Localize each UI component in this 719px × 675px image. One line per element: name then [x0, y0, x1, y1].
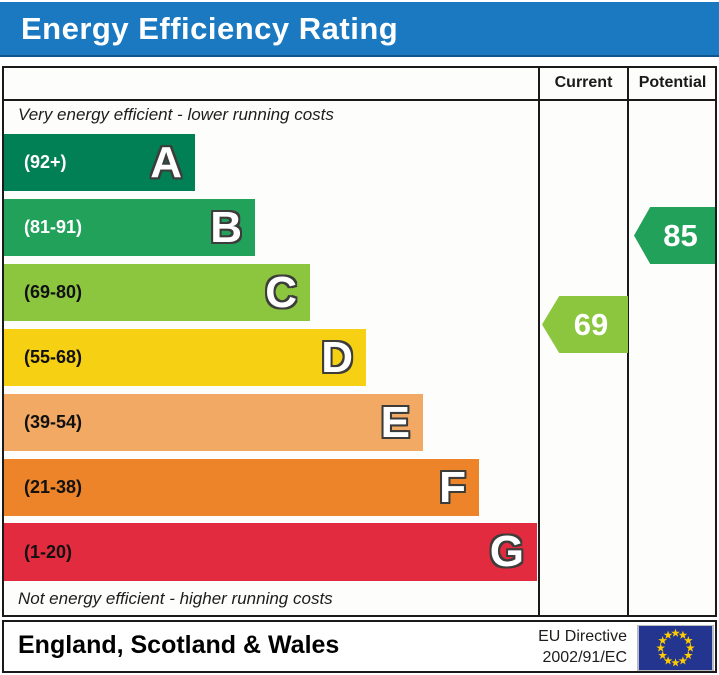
page-title: Energy Efficiency Rating	[21, 11, 399, 46]
region-label: England, Scotland & Wales	[18, 631, 340, 659]
band-b-letter: B	[210, 202, 242, 252]
current-rating-value: 69	[573, 306, 609, 342]
current-rating-arrow: 69	[542, 296, 628, 353]
band-g-range: (1-20)	[24, 541, 73, 562]
band-b: (81-91) B	[4, 199, 255, 256]
potential-column-header: Potential	[638, 74, 707, 91]
top-note: Very energy efficient - lower running co…	[18, 105, 334, 124]
band-e: (39-54) E	[4, 394, 423, 451]
band-e-range: (39-54)	[24, 412, 83, 432]
band-g: (1-20) G	[4, 523, 537, 581]
potential-rating-arrow: 85	[634, 207, 715, 264]
current-column-divider	[538, 68, 540, 615]
title-bar: Energy Efficiency Rating	[0, 2, 719, 57]
band-a-range: (92+)	[24, 152, 67, 172]
band-d: (55-68) D	[4, 329, 366, 386]
eu-flag-icon	[637, 625, 714, 671]
band-d-range: (55-68)	[24, 347, 83, 367]
band-f-letter: F	[439, 462, 466, 512]
bottom-note: Not energy efficient - higher running co…	[18, 589, 333, 608]
band-e-letter: E	[380, 397, 410, 447]
header-row-divider	[4, 99, 715, 101]
band-a: (92+) A	[4, 134, 195, 191]
band-f-range: (21-38)	[24, 477, 83, 497]
band-c-letter: C	[265, 267, 297, 317]
band-f: (21-38) F	[4, 459, 479, 516]
band-a-letter: A	[150, 137, 182, 187]
band-c: (69-80) C	[4, 264, 310, 321]
band-c-range: (69-80)	[24, 282, 83, 302]
potential-rating-value: 85	[663, 217, 698, 253]
footer: England, Scotland & Wales EU Directive 2…	[2, 620, 717, 673]
eu-directive-label: EU Directive 2002/91/EC	[538, 628, 627, 666]
band-g-letter: G	[489, 527, 524, 576]
current-column-header: Current	[554, 74, 613, 91]
potential-column-divider	[627, 68, 629, 615]
band-d-letter: D	[321, 332, 353, 382]
band-b-range: (81-91)	[24, 217, 83, 237]
